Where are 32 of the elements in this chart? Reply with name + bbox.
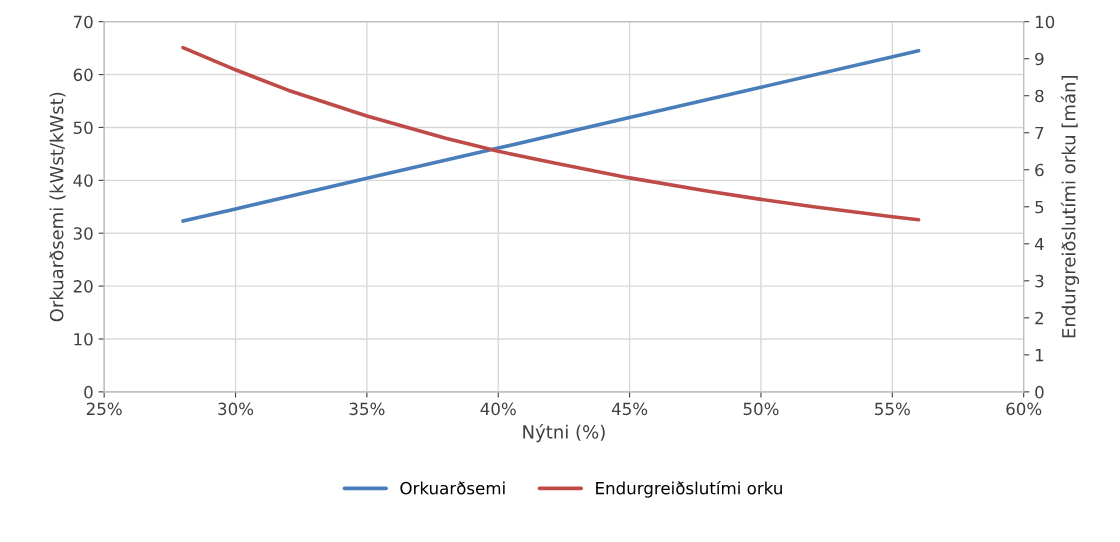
x-tick-label: 45%: [611, 402, 648, 416]
y-axis-title: Orkuarðsemi (kWst/kWst): [49, 92, 66, 322]
legend-label: Orkuarðsemi: [400, 481, 505, 495]
x-tick-label: 50%: [743, 402, 779, 416]
y2-axis-title: Endurgreiðslutími orku [mán]: [1060, 76, 1080, 338]
x-tick-label: 40%: [480, 402, 516, 416]
x-tick-label: 60%: [1006, 402, 1042, 416]
x-axis-title: Nýtni (%): [523, 423, 605, 443]
y-tick-label: 10: [74, 332, 93, 346]
y-tick-label: 40: [73, 174, 93, 187]
y2-tick-label: 10: [1035, 15, 1055, 29]
y2-tick-label: 5: [1035, 200, 1044, 214]
y2-tick-label: 3: [1035, 274, 1044, 288]
y2-tick-label: 2: [1035, 311, 1044, 325]
y-tick-label: 70: [73, 15, 93, 29]
y2-tick-label: 0: [1035, 385, 1044, 399]
x-tick-label: 35%: [349, 402, 385, 416]
x-tick-label: 25%: [86, 402, 122, 416]
x-tick-label: 30%: [218, 402, 254, 416]
y2-tick-label: 7: [1035, 126, 1044, 140]
y-tick-label: 0: [84, 385, 93, 399]
y2-tick-label: 9: [1035, 52, 1044, 66]
y2-tick-label: 4: [1034, 237, 1044, 251]
y-tick-label: 60: [73, 68, 93, 82]
y-tick-label: 30: [73, 227, 93, 240]
y2-tick-label: 8: [1035, 89, 1044, 103]
y-tick-label: 20: [73, 280, 93, 293]
legend-label: Endurgreiðslutími orku: [596, 480, 782, 498]
y-tick-label: 50: [73, 121, 93, 135]
y2-tick-label: 1: [1035, 349, 1044, 362]
x-tick-label: 55%: [875, 402, 910, 416]
y2-tick-label: 6: [1035, 163, 1044, 177]
